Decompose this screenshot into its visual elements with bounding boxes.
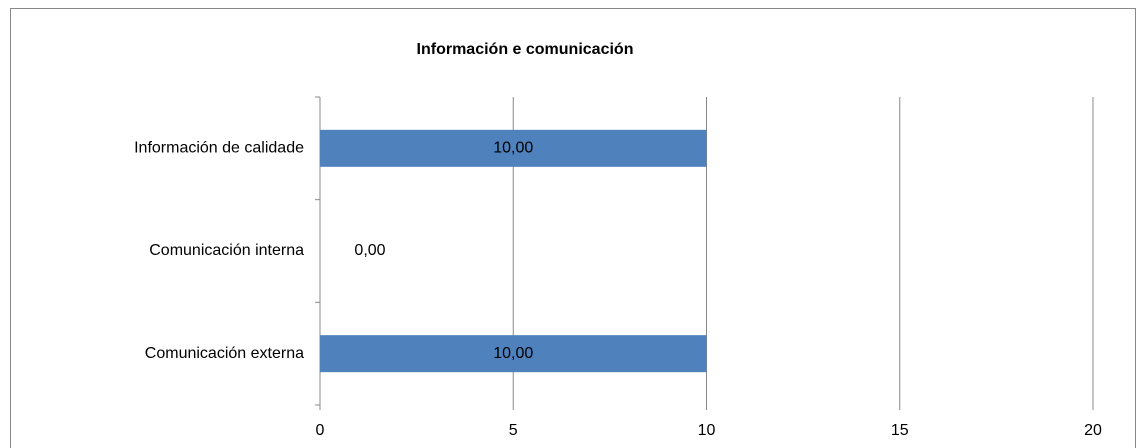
x-tick-label: 15: [891, 422, 909, 439]
chart-frame: [10, 8, 1136, 448]
chart-title: Información e comunicación: [417, 41, 634, 58]
x-tick-label: 0: [316, 422, 325, 439]
data-label: 10,00: [493, 140, 533, 157]
x-tick-label: 5: [509, 422, 518, 439]
y-tick-label: Información de calidade: [134, 140, 304, 157]
x-tick-label: 20: [1084, 422, 1102, 439]
data-label: 10,00: [493, 345, 533, 362]
x-tick-label: 10: [698, 422, 716, 439]
y-tick-label: Comunicación externa: [145, 345, 304, 362]
data-label: 0,00: [354, 242, 385, 259]
y-tick-label: Comunicación interna: [149, 242, 304, 259]
bar: [320, 129, 707, 167]
bar: [320, 335, 707, 373]
